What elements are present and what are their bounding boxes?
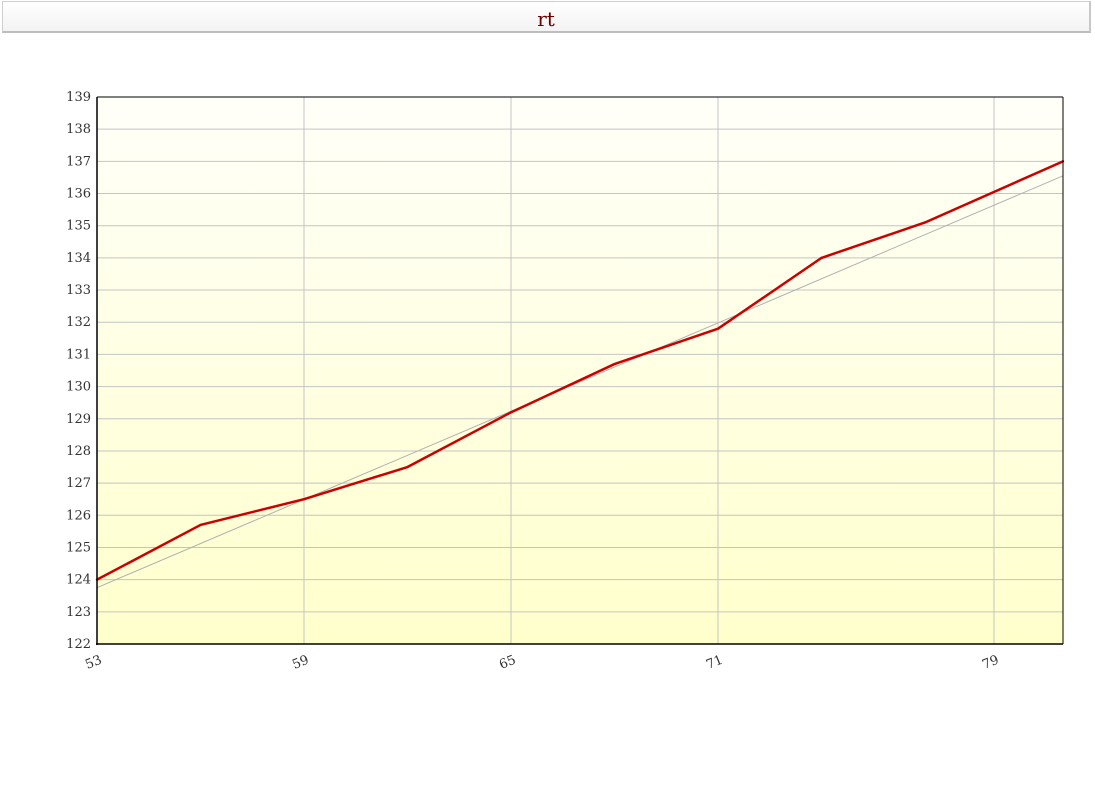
y-tick-label: 137 [66,154,91,169]
y-tick-label: 129 [66,412,91,427]
data-point [509,411,513,414]
data-point [716,327,720,330]
y-tick-label: 132 [66,315,91,330]
series-line [96,160,1064,581]
y-tick-label: 126 [66,508,91,523]
y-tick-label: 139 [66,90,91,105]
data-point [820,256,823,260]
y-tick-label: 127 [66,476,91,491]
y-tick-label: 125 [66,540,91,555]
series-layer [95,160,1065,581]
y-tick-label: 138 [66,122,91,137]
y-tick-label: 124 [66,573,91,588]
x-tick-labels: 53 59 65 71 79 [83,653,1001,673]
data-point [199,523,202,527]
x-tick-label: 53 [83,653,104,673]
x-tick-label: 59 [290,653,311,673]
y-tick-label: 133 [66,283,91,298]
y-tick-label: 130 [66,380,91,395]
chart-title-bar: rt [2,1,1091,33]
data-point [406,465,409,469]
y-tick-label: 135 [66,219,91,234]
data-point [923,221,927,224]
x-tick-label: 65 [497,653,518,673]
chart-title: rt [537,7,555,31]
x-tick-label: 71 [704,653,725,673]
y-tick-label: 122 [66,637,91,652]
trendline [96,175,1064,589]
y-tick-label: 131 [66,347,91,362]
y-tick-label: 123 [66,605,91,620]
trendline-layer [96,175,1064,589]
y-tick-label: 134 [66,251,91,266]
y-tick-label: 136 [66,187,91,202]
data-point [302,498,306,501]
x-tick-label: 79 [980,653,1001,673]
axes [96,96,1064,645]
plot-area [97,97,1063,644]
data-point [613,362,616,366]
y-tick-labels: 122 123 124 125 126 127 128 129 130 131 132 133 134 1… [66,90,91,652]
y-tick-label: 128 [66,444,91,459]
